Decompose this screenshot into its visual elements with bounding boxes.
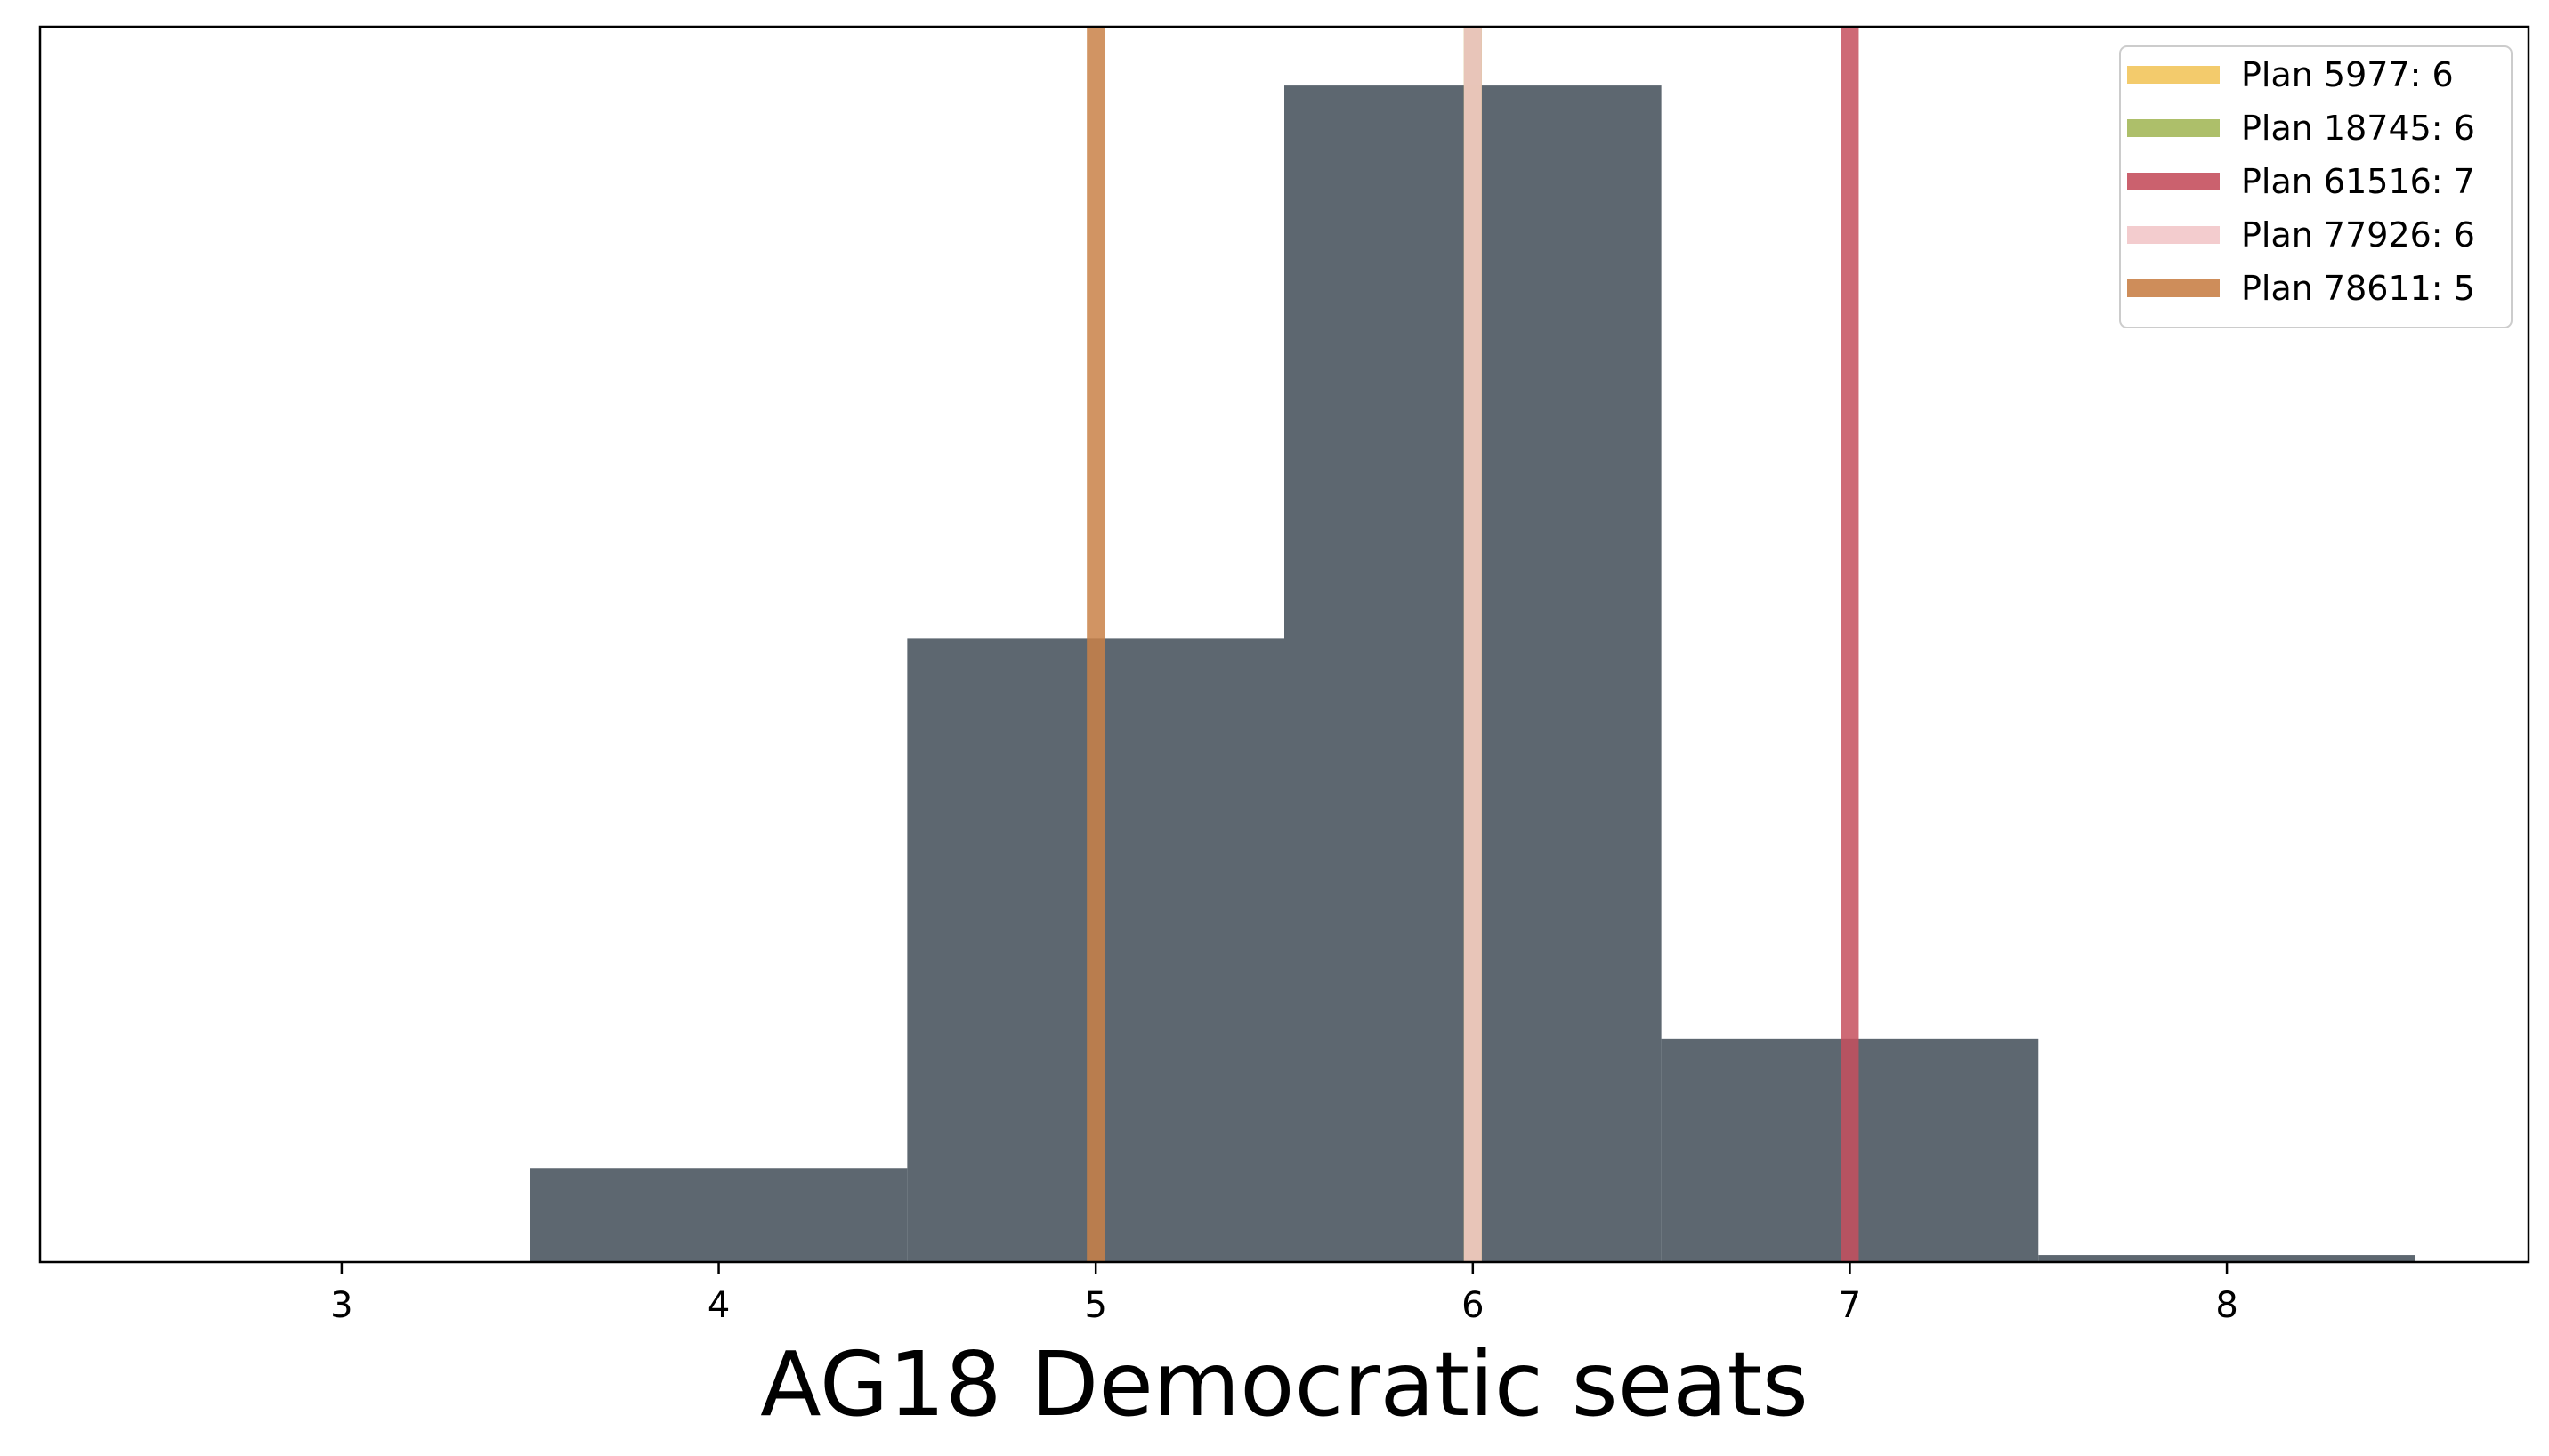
legend-label-4: Plan 78611: 5	[2241, 269, 2475, 308]
histogram-bar-0	[530, 1168, 908, 1262]
x-axis-ticks: 3 4 5 6 7 8	[330, 1262, 2238, 1326]
legend-label-0: Plan 5977: 6	[2241, 55, 2454, 94]
legend-label-2: Plan 61516: 7	[2241, 162, 2475, 201]
x-tick-label-2: 5	[1084, 1285, 1106, 1326]
plan-lines	[1087, 27, 1859, 1262]
plot-frame	[38, 25, 2530, 1264]
legend: Plan 5977: 6 Plan 18745: 6 Plan 61516: 7 Pl…	[2119, 45, 2513, 328]
x-axis-title: AG18 Democratic seats	[760, 1332, 1809, 1436]
x-tick-label-0: 3	[330, 1285, 352, 1326]
legend-label-1: Plan 18745: 6	[2241, 109, 2475, 148]
x-tick-label-4: 7	[1839, 1285, 1861, 1326]
x-tick-label-1: 4	[708, 1285, 730, 1326]
histogram-bar-4	[2038, 1255, 2415, 1262]
legend-box	[2119, 45, 2513, 328]
x-tick-label-3: 6	[1461, 1285, 1484, 1326]
legend-label-3: Plan 77926: 6	[2241, 215, 2475, 255]
x-tick-label-5: 8	[2215, 1285, 2237, 1326]
